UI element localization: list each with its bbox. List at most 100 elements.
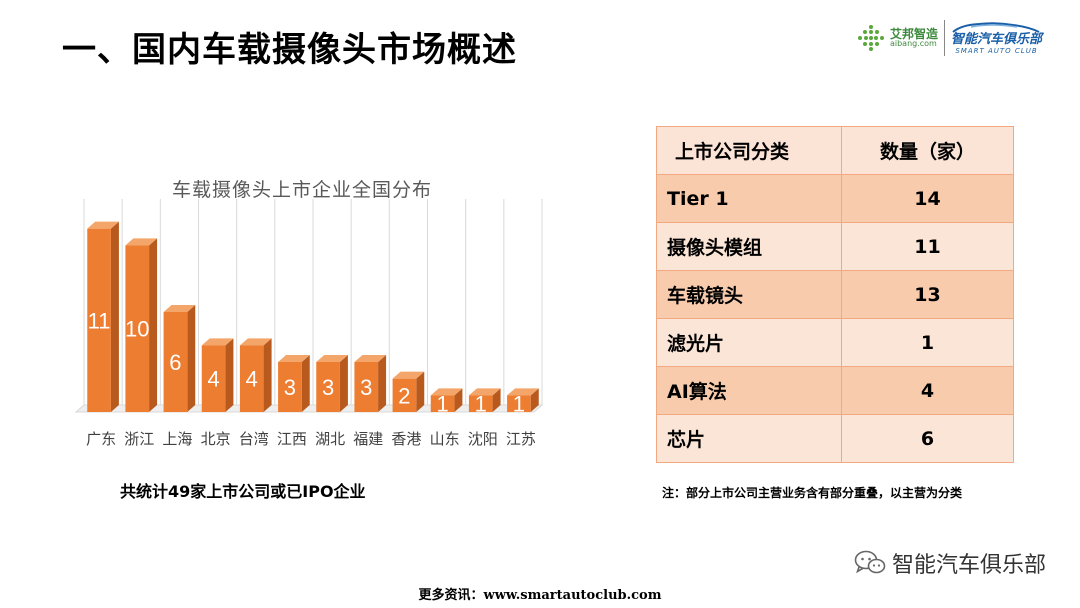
bar-side: [416, 371, 425, 412]
bar-top: [468, 388, 501, 396]
bar-side: [225, 338, 234, 412]
club-name: 智能汽车俱乐部: [950, 32, 1042, 47]
table-cell-category: AI算法: [656, 366, 842, 415]
bar: [163, 312, 188, 412]
table-cell-category: 滤光片: [656, 318, 842, 367]
bar-side: [149, 238, 158, 412]
bar: [201, 345, 226, 412]
bar: [354, 362, 379, 412]
bar-side: [263, 338, 272, 412]
data-label: 1: [475, 392, 487, 417]
table-cell-count: 14: [841, 174, 1014, 223]
bar-top: [201, 338, 234, 346]
category-table: 上市公司分类 数量（家） Tier 1 14 摄像头模组 11 车载镜头 13 …: [656, 126, 1014, 463]
table-header-category: 上市公司分类: [656, 126, 842, 175]
table-cell-count: 4: [841, 366, 1014, 415]
bar: [507, 395, 531, 412]
bar-side: [492, 388, 501, 412]
bar: [239, 345, 264, 412]
table-cell-category: 车载镜头: [656, 270, 842, 319]
bar-side: [301, 355, 310, 412]
bar: [316, 362, 340, 412]
aibang-dots-icon: [857, 25, 884, 51]
bar-top: [87, 221, 119, 229]
table-row: Tier 1 14: [656, 174, 1014, 223]
table-cell-count: 1: [841, 318, 1014, 367]
x-tick-label: 浙江: [124, 430, 154, 448]
data-label: 3: [284, 375, 296, 400]
x-tick-label: 上海: [162, 430, 192, 448]
bar-side: [454, 388, 463, 412]
data-label: 4: [246, 367, 258, 392]
bar-top: [430, 388, 463, 396]
table-row: AI算法 4: [656, 366, 1014, 415]
table-cell-category: 摄像头模组: [656, 222, 842, 271]
data-label: 2: [398, 383, 410, 408]
bar-side: [110, 221, 119, 412]
wechat-account: 智能汽车俱乐部: [854, 547, 1046, 579]
bar-top: [392, 371, 425, 379]
table-row: 芯片 6: [656, 414, 1014, 463]
x-tick-label: 沈阳: [468, 430, 498, 448]
bar-top: [507, 388, 539, 396]
x-tick-label: 江西: [277, 430, 307, 448]
x-tick-label: 广东: [86, 430, 116, 448]
summary-text: 共统计49家上市公司或已IPO企业: [120, 482, 366, 501]
wechat-account-name: 智能汽车俱乐部: [891, 553, 1046, 578]
bar: [430, 395, 455, 412]
bar-side: [187, 305, 196, 412]
bar-top: [278, 355, 310, 362]
car-silhouette-icon: [952, 22, 1040, 33]
table-row: 滤光片 1: [656, 318, 1014, 367]
bar-side: [378, 355, 387, 412]
bar-chart: 车载摄像头上市企业全国分布11广东10浙江6上海4北京4台湾3江西3湖北3福建2…: [74, 179, 544, 448]
table-row: 车载镜头 13: [656, 270, 1014, 319]
table-cell-count: 13: [841, 270, 1014, 319]
page-title: 一、国内车载摄像头市场概述: [62, 30, 517, 70]
x-tick-label: 北京: [201, 430, 231, 448]
bar-top: [354, 355, 387, 362]
data-label: 1: [513, 392, 525, 417]
table-cell-category: 芯片: [656, 414, 842, 463]
table-cell-category: Tier 1: [656, 174, 842, 223]
bar: [468, 395, 493, 412]
x-tick-label: 台湾: [239, 430, 269, 448]
aibang-logo: 艾邦智造 aibang.com: [856, 23, 938, 53]
table-cell-count: 11: [841, 222, 1014, 271]
chart-title: 车载摄像头上市企业全国分布: [172, 179, 432, 201]
data-label: 11: [88, 308, 111, 333]
table-cell-count: 6: [841, 414, 1014, 463]
table-header-count: 数量（家）: [841, 126, 1014, 175]
data-label: 1: [436, 392, 448, 417]
data-label: 4: [207, 367, 219, 392]
bar: [392, 378, 417, 412]
data-label: 10: [125, 317, 149, 342]
x-tick-label: 湖北: [315, 430, 345, 448]
data-label: 6: [169, 350, 181, 375]
table-note: 注：部分上市公司主营业务含有部分重叠，以主营为分类: [662, 486, 963, 500]
table-row: 摄像头模组 11: [656, 222, 1014, 271]
logo-divider: [943, 20, 945, 56]
bar-side: [339, 355, 348, 412]
club-logo: 智能汽车俱乐部 SMART AUTO CLUB: [951, 21, 1042, 55]
x-tick-label: 江苏: [506, 430, 536, 448]
bar-top: [316, 355, 348, 362]
bar: [125, 245, 150, 412]
bar-side: [530, 388, 539, 412]
data-label: 3: [322, 375, 334, 400]
x-tick-label: 香港: [391, 430, 421, 448]
bar-top: [163, 305, 196, 312]
header-logos: 艾邦智造 aibang.com 智能汽车俱乐部 SMART AUTO CLUB: [856, 16, 1042, 60]
x-tick-label: 福建: [353, 430, 383, 448]
x-tick-label: 山东: [430, 430, 460, 448]
table-header-row: 上市公司分类 数量（家）: [656, 126, 1014, 175]
bar: [87, 228, 111, 412]
wechat-icon: [854, 550, 886, 574]
footer-website: 更多资讯：www.smartautoclub.com: [418, 588, 662, 603]
aibang-name: 艾邦智造: [889, 27, 938, 41]
bar-top: [239, 338, 272, 346]
data-label: 3: [360, 375, 372, 400]
aibang-url: aibang.com: [889, 39, 937, 48]
bar-top: [125, 238, 158, 246]
club-subtitle: SMART AUTO CLUB: [955, 47, 1038, 55]
